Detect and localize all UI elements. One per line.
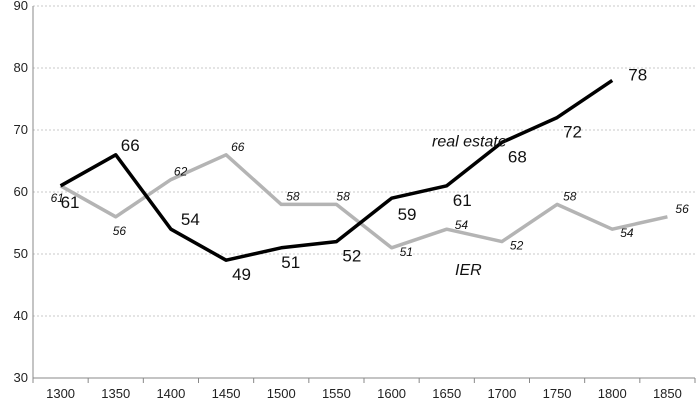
y-tick-label: 70 <box>14 122 28 137</box>
x-tick-label-1750: 1750 <box>543 386 572 401</box>
data-label: 52 <box>510 239 524 253</box>
x-tick-label-1850: 1850 <box>653 386 682 401</box>
x-tick-label-1800: 1800 <box>598 386 627 401</box>
data-label: 54 <box>455 218 469 232</box>
data-label: 66 <box>121 136 140 155</box>
x-tick-label-1550: 1550 <box>322 386 351 401</box>
data-label: 62 <box>174 165 188 179</box>
y-tick-label: 40 <box>14 308 28 323</box>
series-label-real-estate: real estate <box>432 134 507 151</box>
x-tick-label-1700: 1700 <box>487 386 516 401</box>
data-label: 54 <box>620 226 634 240</box>
x-tick-label-1350: 1350 <box>101 386 130 401</box>
x-tick-label-1650: 1650 <box>432 386 461 401</box>
data-label: 52 <box>342 247 361 266</box>
y-tick-label: 30 <box>14 370 28 385</box>
x-tick-label-1500: 1500 <box>267 386 296 401</box>
data-label: 56 <box>113 224 127 238</box>
y-tick-label: 80 <box>14 60 28 75</box>
x-tick-label-1300: 1300 <box>46 386 75 401</box>
data-label: 54 <box>181 210 200 229</box>
data-label: 58 <box>563 189 577 203</box>
data-label: 72 <box>563 123 582 142</box>
data-label: 59 <box>398 205 417 224</box>
data-label: 61 <box>453 191 472 210</box>
grid <box>33 5 695 317</box>
series-label-ier: IER <box>455 262 482 279</box>
data-label: 68 <box>508 147 527 166</box>
x-tick-label-1600: 1600 <box>377 386 406 401</box>
data-label: 78 <box>628 65 647 84</box>
data-label: 51 <box>400 245 413 259</box>
data-label: 49 <box>232 265 251 284</box>
data-label: 51 <box>281 253 300 272</box>
series <box>59 78 668 262</box>
data-label: 58 <box>336 189 350 203</box>
data-label: 56 <box>675 202 689 216</box>
y-tick-label: 60 <box>14 184 28 199</box>
data-label: 61 <box>61 193 80 212</box>
series-line-real-estate <box>59 78 614 262</box>
data-labels: 61 56 62 66 58 58 51 54 52 58 54 56 61 66 54 49 51 52 59 61… <box>51 65 690 284</box>
y-tick-label: 90 <box>14 0 28 13</box>
data-label: 58 <box>286 189 300 203</box>
axes: 30 40 50 60 70 80 90 1300 1350 1400 1450 1500 1550 16… <box>14 0 696 401</box>
data-label: 66 <box>231 140 245 154</box>
x-tick-label-1400: 1400 <box>156 386 185 401</box>
x-tick-label-1450: 1450 <box>212 386 241 401</box>
data-label: 61 <box>51 191 64 205</box>
y-tick-label: 50 <box>14 246 28 261</box>
series-line-ier <box>59 153 668 250</box>
